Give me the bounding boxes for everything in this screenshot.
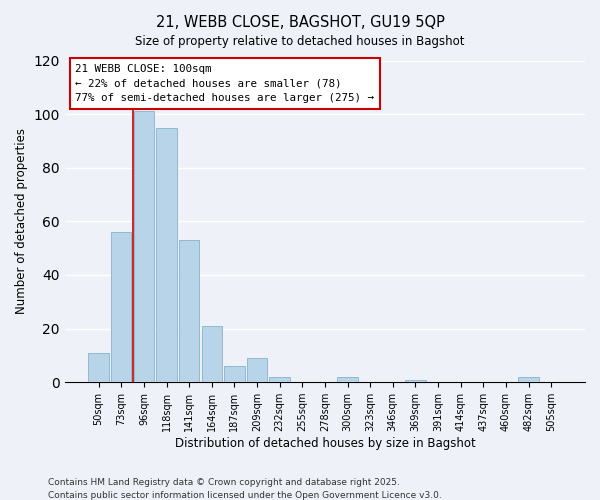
Bar xyxy=(111,232,131,382)
Bar xyxy=(337,377,358,382)
Bar xyxy=(518,377,539,382)
Y-axis label: Number of detached properties: Number of detached properties xyxy=(15,128,28,314)
X-axis label: Distribution of detached houses by size in Bagshot: Distribution of detached houses by size … xyxy=(175,437,475,450)
Bar xyxy=(179,240,199,382)
Bar xyxy=(157,128,176,382)
Text: 21 WEBB CLOSE: 100sqm
← 22% of detached houses are smaller (78)
77% of semi-deta: 21 WEBB CLOSE: 100sqm ← 22% of detached … xyxy=(75,64,374,104)
Bar xyxy=(202,326,222,382)
Text: Contains HM Land Registry data © Crown copyright and database right 2025.
Contai: Contains HM Land Registry data © Crown c… xyxy=(48,478,442,500)
Bar xyxy=(269,377,290,382)
Bar xyxy=(134,112,154,382)
Bar xyxy=(247,358,267,382)
Text: 21, WEBB CLOSE, BAGSHOT, GU19 5QP: 21, WEBB CLOSE, BAGSHOT, GU19 5QP xyxy=(155,15,445,30)
Bar xyxy=(405,380,425,382)
Text: Size of property relative to detached houses in Bagshot: Size of property relative to detached ho… xyxy=(135,35,465,48)
Bar xyxy=(88,352,109,382)
Bar xyxy=(224,366,245,382)
